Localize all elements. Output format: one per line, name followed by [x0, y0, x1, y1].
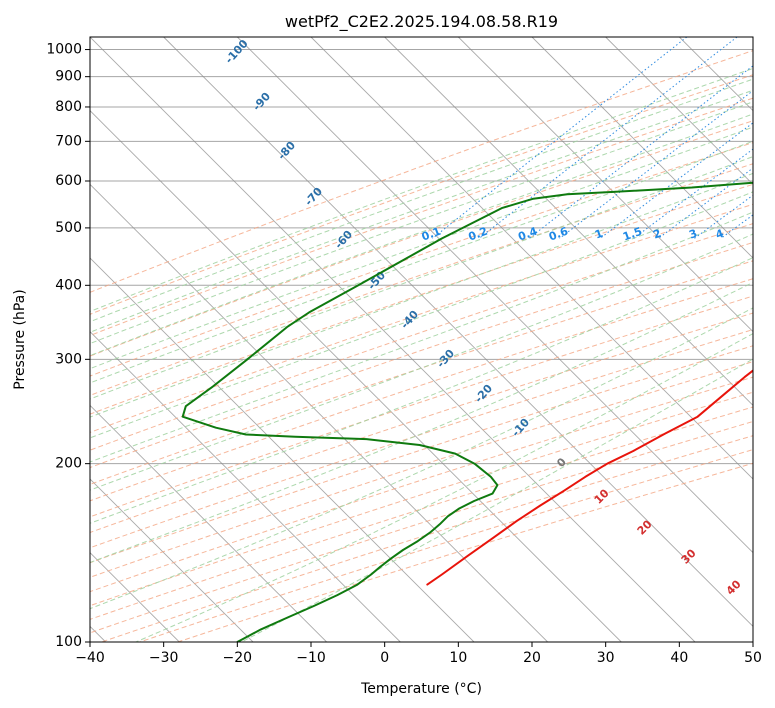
- plot-frame: [89, 36, 754, 643]
- moist-adiabat-line: [241, 358, 753, 642]
- y-tick-label: 800: [55, 99, 82, 115]
- dry-adiabat-line: [90, 223, 753, 451]
- x-tick-label: −10: [296, 650, 326, 666]
- profile-series: [181, 181, 753, 642]
- y-axis-title: Pressure (hPa): [12, 289, 28, 389]
- isotherm-line: [384, 37, 753, 406]
- moist-adiabat-line: [90, 101, 753, 345]
- y-tick-label: 700: [55, 133, 82, 149]
- mixing-ratio-label: 4: [714, 227, 726, 242]
- mixing-ratio-label: 0.6: [547, 225, 570, 244]
- dry-adiabat-line: [90, 345, 753, 564]
- y-tick-label: 500: [55, 220, 82, 236]
- mixing-ratio-line: [478, 37, 738, 239]
- dry-adiabat-line: [90, 97, 753, 337]
- x-tick-label: 20: [523, 650, 541, 666]
- x-axis-title: Temperature (°C): [360, 681, 482, 697]
- moist-adiabat-line: [90, 78, 753, 323]
- isotherm-line: [605, 37, 753, 185]
- mixing-ratio-label: 1: [593, 227, 605, 242]
- dry-adiabat-line: [90, 361, 753, 578]
- mixing-ratio-label: 1.5: [621, 225, 644, 244]
- moist-adiabat-line: [90, 257, 753, 524]
- mixing-ratio-label: 0.2: [467, 225, 490, 244]
- y-tick-label: 600: [55, 173, 82, 189]
- isotherm-line: [531, 37, 753, 259]
- dry-adiabat-line: [90, 278, 753, 502]
- isotherm-line: [90, 183, 548, 642]
- y-tick-label: 100: [55, 634, 82, 650]
- dry-adiabat-line: [90, 391, 753, 607]
- y-axis-ticks: 100 200 300 400 500 600 700 800 900 1000: [46, 42, 90, 650]
- isotherm-line: [310, 37, 753, 480]
- x-tick-label: −20: [223, 650, 253, 666]
- dry-adiabat-line: [90, 241, 753, 469]
- mixing-ratio-label: 2: [651, 227, 663, 242]
- dry-adiabat-line: [90, 295, 753, 518]
- y-tick-label: 200: [55, 456, 82, 472]
- isotherm-line: [237, 37, 753, 554]
- x-tick-label: −30: [149, 650, 179, 666]
- dry-adiabat-line: [90, 376, 753, 593]
- y-tick-label: 300: [55, 351, 82, 367]
- isotherm-line: [163, 37, 753, 627]
- y-tick-label: 900: [55, 69, 82, 85]
- moist-adiabat-line: [90, 307, 753, 610]
- isotherm-line: [90, 110, 622, 642]
- y-tick-label: 1000: [46, 42, 82, 58]
- isotherm-line: [90, 331, 401, 642]
- profile-series-1: [426, 369, 753, 586]
- y-tick-label: 400: [55, 277, 82, 293]
- mixing-ratio-label: 0.1: [420, 225, 443, 244]
- mixing-ratio-line: [658, 167, 753, 239]
- moist-adiabat-line: [90, 211, 753, 463]
- dry-adiabat-line: [90, 50, 753, 293]
- x-tick-label: −40: [75, 650, 105, 666]
- dry-adiabat-line: [90, 163, 753, 396]
- profile-series-2: [181, 181, 753, 642]
- dry-adiabat-line: [90, 260, 753, 485]
- moist-adiabat-line: [90, 156, 753, 400]
- isotherm-line: [90, 257, 475, 642]
- x-tick-label: 40: [670, 650, 688, 666]
- isotherm-line: [90, 37, 696, 642]
- x-tick-label: 30: [597, 650, 615, 666]
- isotherm-line: [90, 404, 327, 642]
- dry-adiabat-line: [90, 329, 753, 549]
- mixing-ratio-label: 3: [687, 227, 699, 242]
- dry-adiabat-line: [90, 312, 753, 534]
- isotherm-line: [458, 37, 753, 333]
- x-axis-ticks: −40 −30 −20 −10 0 10 20 30 40 50: [75, 642, 762, 666]
- background-lines: [90, 37, 753, 642]
- mixing-ratio-label: 0.4: [516, 225, 539, 244]
- x-tick-label: 50: [744, 650, 762, 666]
- chart-title: wetPf2_C2E2.2025.194.08.58.R19: [285, 12, 558, 32]
- x-tick-label: 0: [380, 650, 389, 666]
- x-tick-label: 10: [449, 650, 467, 666]
- moist-adiabat-line: [90, 172, 753, 418]
